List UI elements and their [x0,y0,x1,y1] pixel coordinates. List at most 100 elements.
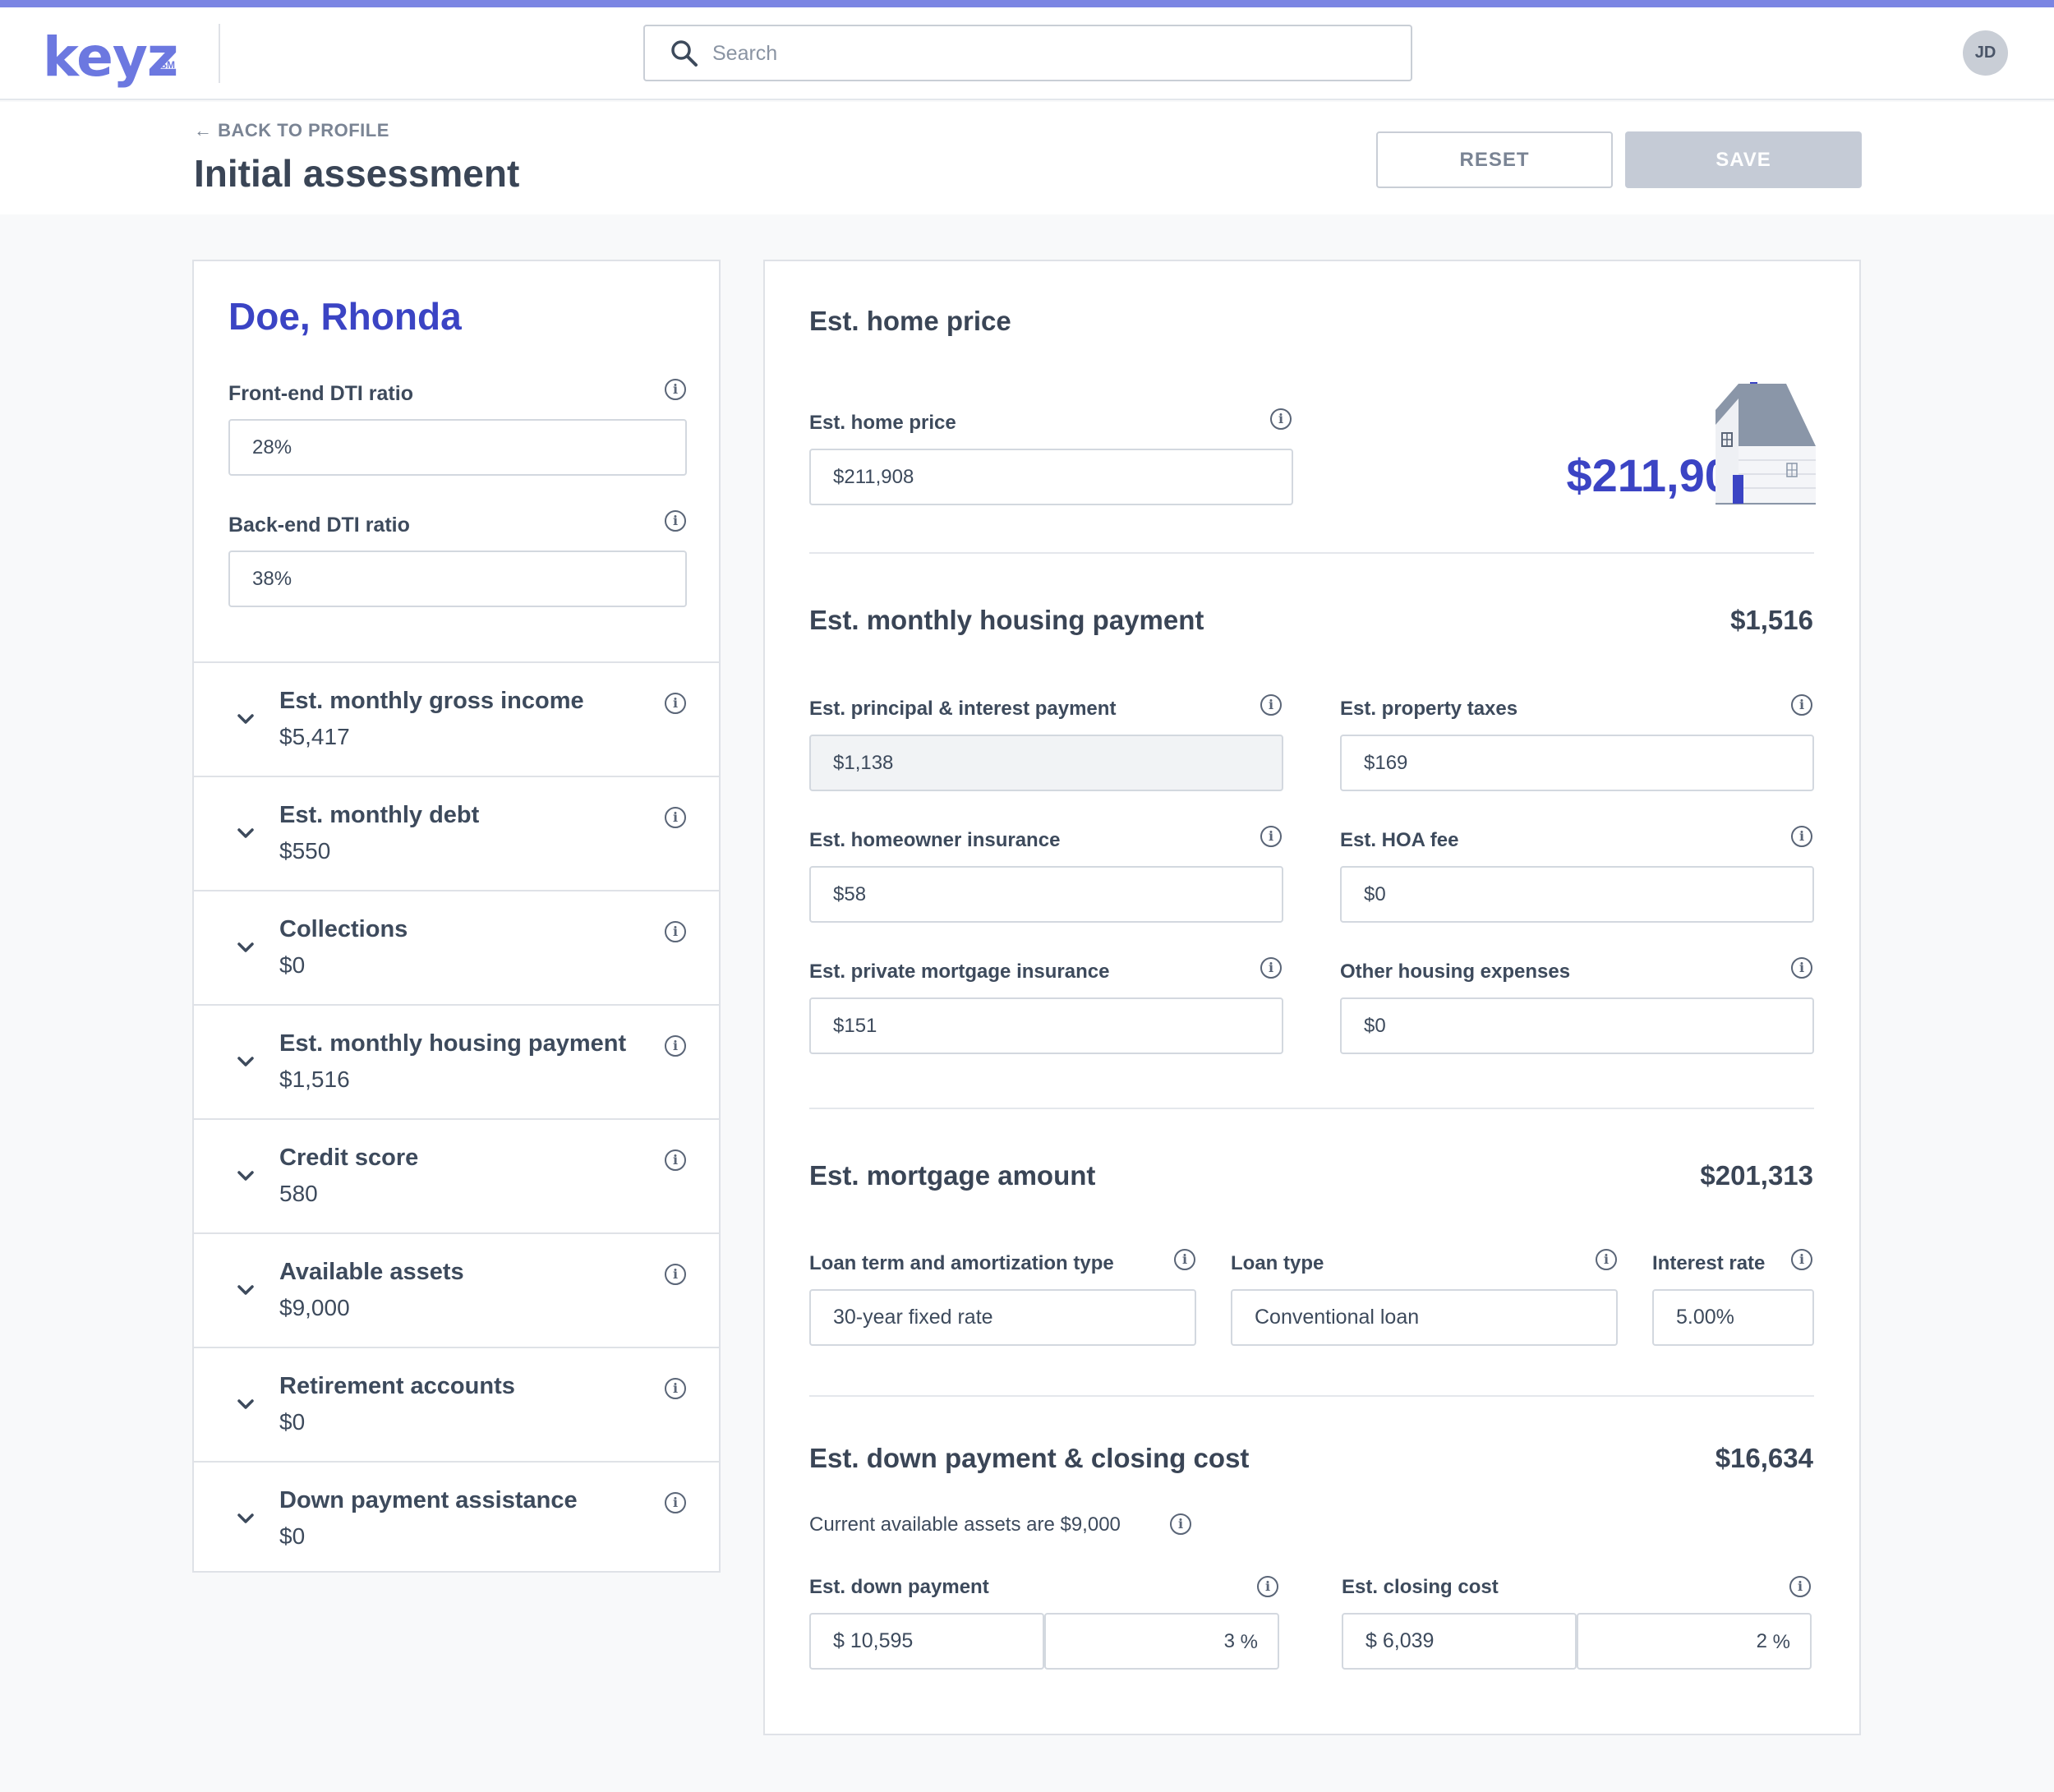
client-summary-card: Doe, Rhonda Front-end DTI ratio i Back-e… [192,260,721,1573]
summary-item-label: Est. monthly gross income [279,688,584,714]
chevron-down-icon [237,1399,254,1409]
principal-interest-label: Est. principal & interest payment [809,698,1117,720]
info-icon[interactable]: i [1791,694,1812,716]
info-icon[interactable]: i [665,510,686,532]
info-icon[interactable]: i [665,921,686,942]
summary-item-value: $1,516 [279,1066,350,1092]
housing-payment-section-title: Est. monthly housing payment [809,605,1204,635]
info-icon[interactable]: i [665,1492,686,1513]
info-icon[interactable]: i [1791,1249,1812,1270]
info-icon[interactable]: i [665,379,686,400]
back-dti-field[interactable] [228,550,687,607]
pmi-field[interactable] [809,997,1283,1054]
chevron-down-icon [237,828,254,838]
info-icon[interactable]: i [1270,408,1292,430]
section-divider [809,1395,1814,1397]
summary-item-value: $9,000 [279,1295,350,1320]
house-icon [1716,382,1816,505]
down-payment-section-title: Est. down payment & closing cost [809,1443,1250,1473]
summary-item-label: Retirement accounts [279,1373,515,1399]
info-icon[interactable]: i [1170,1513,1191,1535]
summary-item-housing-payment[interactable]: Est. monthly housing payment $1,516 i [194,1004,719,1118]
info-icon[interactable]: i [1260,957,1282,979]
info-icon[interactable]: i [1260,694,1282,716]
loan-type-select[interactable] [1231,1289,1618,1346]
home-price-label: Est. home price [809,412,956,434]
summary-item-down-payment-assistance[interactable]: Down payment assistance $0 i [194,1461,719,1575]
reset-button[interactable]: RESET [1376,131,1613,188]
closing-cost-amount-field[interactable] [1342,1613,1577,1670]
summary-item-label: Est. monthly housing payment [279,1030,627,1057]
summary-item-label: Collections [279,916,408,942]
mortgage-total: $201,313 [1700,1160,1813,1191]
info-icon[interactable]: i [1174,1249,1195,1270]
info-icon[interactable]: i [1791,826,1812,847]
summary-item-value: 580 [279,1181,318,1206]
search-input[interactable] [712,35,1386,72]
nav-divider [219,24,220,83]
info-icon[interactable]: i [1791,957,1812,979]
page-title: Initial assessment [194,152,520,195]
loan-term-select[interactable] [809,1289,1196,1346]
keyz-logo[interactable]: keyz [43,25,178,89]
back-dti-label: Back-end DTI ratio [228,514,410,537]
chevron-down-icon [237,1057,254,1066]
summary-item-value: $550 [279,838,331,864]
info-icon[interactable]: i [665,693,686,714]
save-button[interactable]: SAVE [1625,131,1862,188]
user-avatar[interactable]: JD [1963,30,2008,76]
info-icon[interactable]: i [1260,826,1282,847]
closing-cost-percent-input[interactable] [1578,1615,1810,1668]
property-taxes-field[interactable] [1340,735,1814,791]
interest-rate-field[interactable] [1652,1289,1814,1346]
summary-item-label: Credit score [279,1145,419,1171]
interest-rate-label: Interest rate [1652,1252,1766,1274]
info-icon[interactable]: i [665,1264,686,1285]
down-payment-label: Est. down payment [809,1576,989,1598]
summary-item-retirement-accounts[interactable]: Retirement accounts $0 i [194,1347,719,1461]
summary-item-label: Est. monthly debt [279,802,480,828]
info-icon[interactable]: i [665,1035,686,1057]
info-icon[interactable]: i [1596,1249,1617,1270]
other-expenses-field[interactable] [1340,997,1814,1054]
summary-item-available-assets[interactable]: Available assets $9,000 i [194,1232,719,1347]
info-icon[interactable]: i [665,1149,686,1171]
down-payment-percent-input[interactable] [1046,1615,1278,1668]
hoa-fee-field[interactable] [1340,866,1814,923]
info-icon[interactable]: i [665,807,686,828]
chevron-down-icon [237,942,254,952]
summary-item-collections[interactable]: Collections $0 i [194,890,719,1004]
search-box[interactable] [643,25,1412,81]
back-to-profile-link[interactable]: ← BACK TO PROFILE [194,120,389,141]
chevron-down-icon [237,1513,254,1523]
homeowner-insurance-field[interactable] [809,866,1283,923]
mortgage-section-title: Est. mortgage amount [809,1160,1096,1191]
property-taxes-label: Est. property taxes [1340,698,1518,720]
principal-interest-field[interactable] [809,735,1283,791]
summary-item-value: $0 [279,1523,306,1549]
summary-item-value: $0 [279,1409,306,1435]
summary-item-label: Down payment assistance [279,1487,578,1513]
info-icon[interactable]: i [1789,1576,1811,1597]
front-dti-field[interactable] [228,419,687,476]
summary-item-monthly-debt[interactable]: Est. monthly debt $550 i [194,776,719,890]
page-header: ← BACK TO PROFILE Initial assessment RES… [0,102,2054,214]
service-mark: SM [160,59,175,71]
closing-cost-percent-field[interactable]: % [1577,1613,1812,1670]
down-payment-percent-field[interactable]: % [1044,1613,1279,1670]
chevron-down-icon [237,1285,254,1295]
percent-sign: % [1772,1631,1790,1653]
other-expenses-label: Other housing expenses [1340,960,1571,983]
assessment-details-card: Est. home price Est. home price i $211,9… [763,260,1861,1735]
summary-item-credit-score[interactable]: Credit score 580 i [194,1118,719,1232]
down-payment-amount-field[interactable] [809,1613,1044,1670]
section-divider [809,552,1814,554]
available-assets-note: Current available assets are $9,000 [809,1513,1121,1536]
client-name: Doe, Rhonda [228,295,462,338]
closing-cost-label: Est. closing cost [1342,1576,1499,1598]
summary-item-gross-income[interactable]: Est. monthly gross income $5,417 i [194,661,719,776]
info-icon[interactable]: i [665,1378,686,1399]
home-price-field[interactable] [809,449,1293,505]
info-icon[interactable]: i [1257,1576,1278,1597]
summary-item-value: $5,417 [279,724,350,749]
